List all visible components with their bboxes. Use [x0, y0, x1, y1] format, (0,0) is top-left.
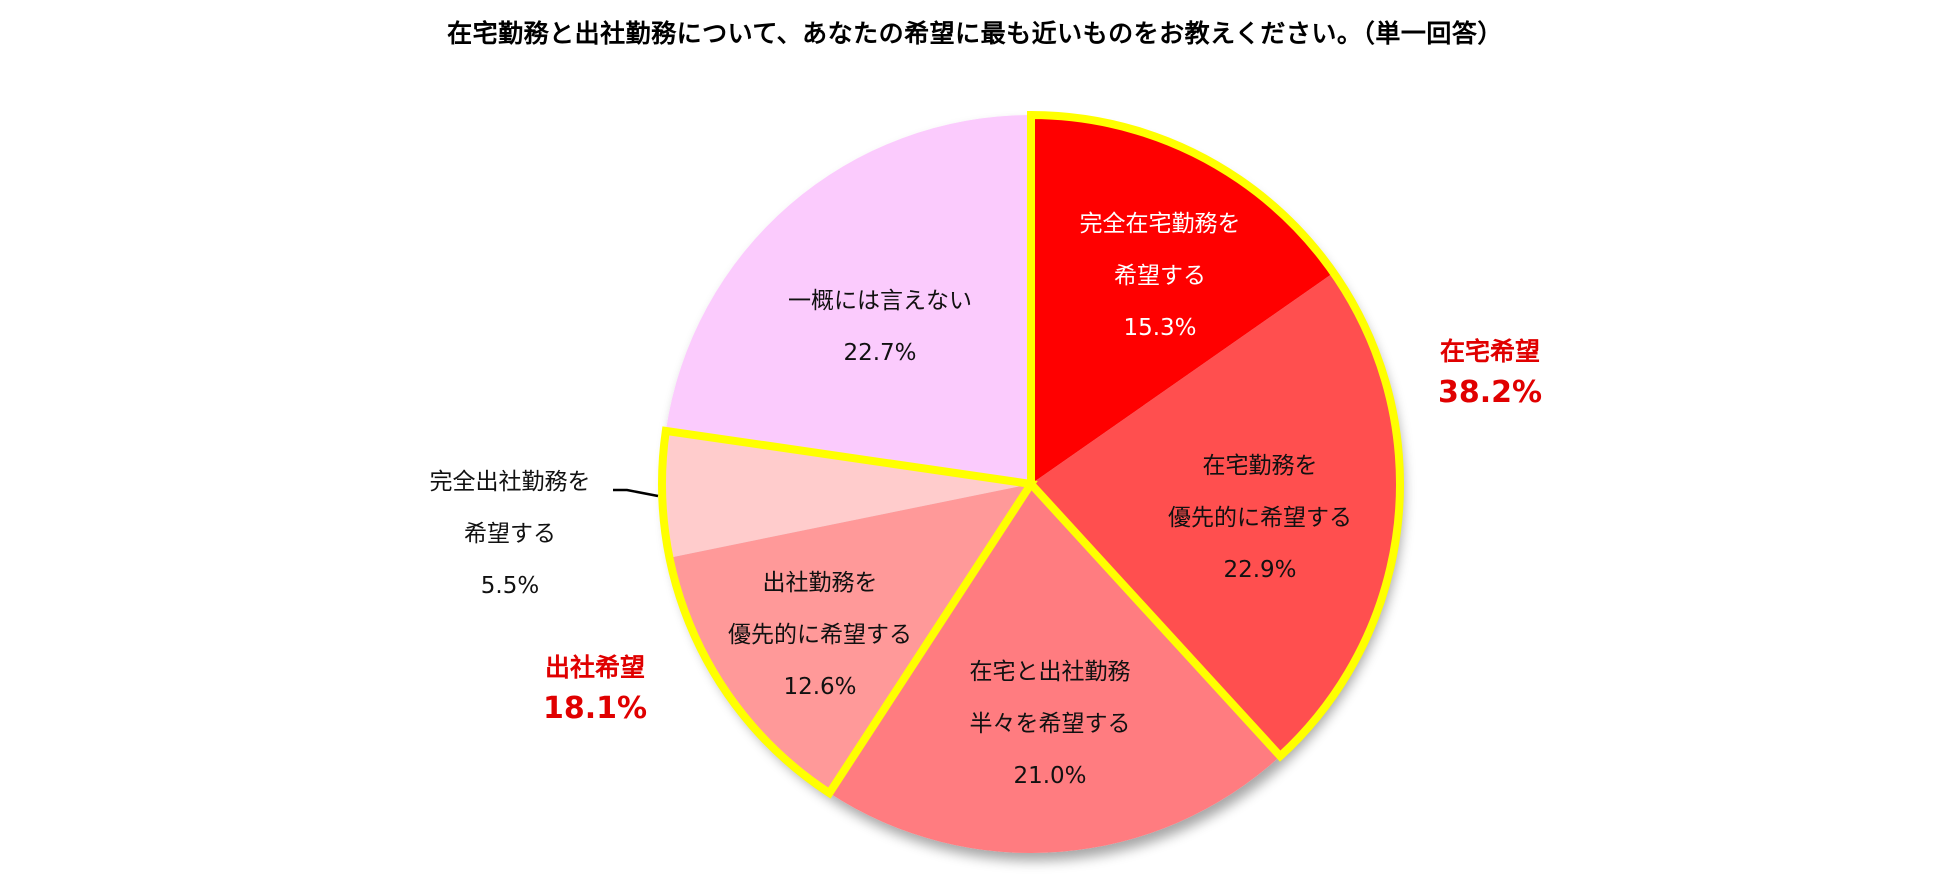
slice-label-prefer-remote: 在宅勤務を 優先的に希望する 22.9% [1168, 453, 1352, 583]
slice-prefer-office [669, 484, 1031, 794]
slice-label-full-office: 完全出社勤務を 希望する 5.5% [429, 469, 591, 599]
slice-label-full-remote: 完全在宅勤務を 希望する 15.3% [1079, 211, 1241, 341]
slice-label-cannot-say: 一概には言えない 22.7% [788, 288, 972, 366]
slice-cannot-say [665, 115, 1031, 484]
slice-full-remote [1031, 115, 1334, 484]
highlight-office-group [658, 426, 1038, 799]
slice-full-office [662, 430, 1031, 558]
leader-line [613, 488, 659, 498]
group-label-remote: 在宅希望 38.2% [1437, 337, 1543, 410]
highlight-remote-group [1027, 110, 1404, 762]
group-label-office: 出社希望 18.1% [542, 653, 648, 726]
slice-prefer-remote [1031, 272, 1400, 757]
slice-half-half [829, 484, 1281, 854]
slice-label-prefer-office: 出社勤務を 優先的に希望する 12.6% [728, 570, 912, 700]
slice-label-half-half: 在宅と出社勤務 半々を希望する 21.0% [969, 659, 1131, 789]
chart-title: 在宅勤務と出社勤務について、あなたの希望に最も近いものをお教えください。（単一回… [447, 19, 1503, 48]
